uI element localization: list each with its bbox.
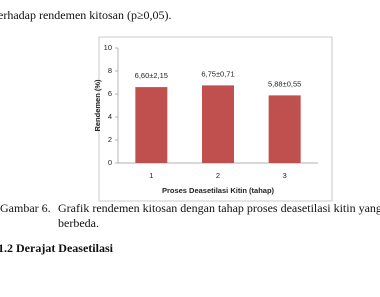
- x-tick-label: 3: [283, 171, 287, 180]
- y-tick-label: 2: [108, 135, 112, 144]
- caption-text: Grafik rendemen kitosan dengan tahap pro…: [58, 201, 380, 215]
- bar: [268, 95, 301, 163]
- x-tick-label: 1: [149, 171, 153, 180]
- chart: 0 2 4 6 8 10 1 6,60±2,15 2 6,75±0,71 3 5,88±0,55 Pro…: [93, 43, 318, 195]
- caption-label: Gambar 6.: [0, 201, 51, 215]
- section-heading: 1.2 Derajat Deasetilasi: [0, 241, 114, 255]
- y-tick-label: 10: [104, 43, 112, 52]
- y-axis-label: Rendemen (%): [93, 79, 102, 132]
- bar: [202, 85, 234, 163]
- y-tick-label: 4: [108, 112, 112, 121]
- x-tick-label: 2: [216, 171, 220, 180]
- value-label: 5,88±0,55: [268, 79, 301, 88]
- caption-text: berbeda.: [58, 216, 99, 230]
- y-tick-label: 0: [108, 158, 112, 167]
- value-label: 6,75±0,71: [201, 69, 234, 78]
- x-axis-label: Proses Deasetilasi Kitin (tahap): [162, 186, 275, 195]
- y-tick-label: 6: [108, 89, 112, 98]
- bar: [135, 87, 168, 163]
- y-tick-label: 8: [108, 66, 112, 75]
- value-label: 6,60±2,15: [135, 71, 168, 80]
- body-text: erhadap rendemen kitosan (p≥0,05).: [0, 8, 172, 22]
